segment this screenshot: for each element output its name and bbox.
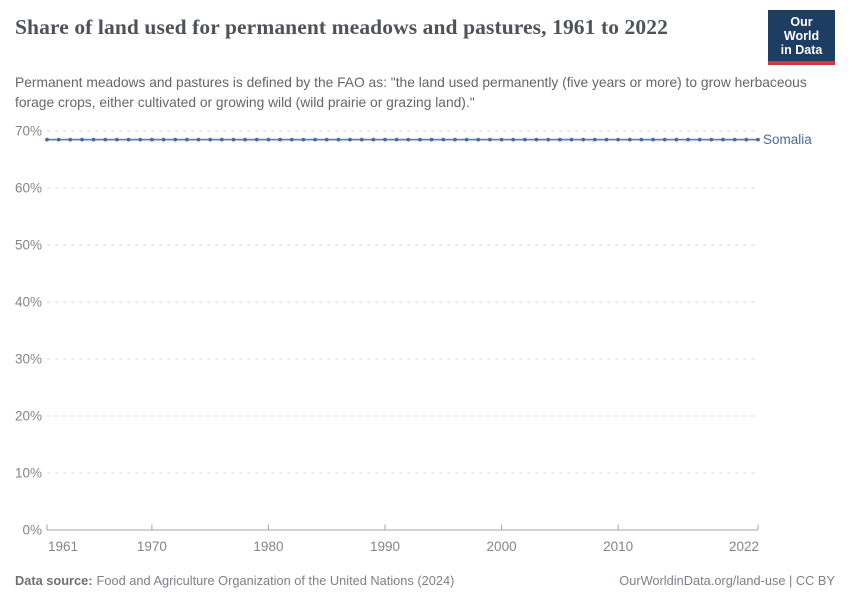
y-axis-tick-label: 20% [15,409,42,424]
data-source: Data source: Food and Agriculture Organiz… [15,573,454,588]
data-point [336,137,341,142]
footer-license-link[interactable]: OurWorldinData.org/land-use | CC BY [619,573,835,588]
x-axis-ticks [46,524,759,530]
data-point [464,137,469,142]
data-source-label: Data source: [15,573,93,588]
data-point [324,137,329,142]
data-point [185,137,189,142]
data-point [138,137,143,142]
data-point [429,137,434,142]
data-point [383,137,387,142]
data-point [592,137,597,142]
x-axis-labels: 1961 1970 1980 1990 2000 2010 2022 [48,539,759,554]
data-point [674,137,679,142]
data-point [359,137,364,142]
series-label-somalia[interactable]: Somalia [763,132,812,147]
data-point [208,137,213,142]
data-point [301,137,306,142]
data-point [266,137,271,142]
logo-text-line2: in Data [780,43,823,57]
data-point [115,137,119,142]
series-points-somalia [45,137,760,142]
data-point [173,137,178,142]
y-axis-labels: 0% 10% 20% 30% 40% 50% 60% 70% [15,124,42,538]
data-point [45,137,49,142]
x-axis-tick-label: 2010 [603,539,633,554]
data-point [348,137,352,142]
y-axis-tick-label: 30% [15,352,42,367]
data-point [756,137,760,142]
data-point [511,137,516,142]
owid-logo[interactable]: Our World in Data [768,10,835,65]
logo-text-line1: Our World [783,15,820,43]
data-point [558,137,562,142]
y-gridlines [47,130,758,531]
data-point [406,137,411,142]
data-point [56,137,61,142]
data-point [231,137,236,142]
data-point [604,137,609,142]
data-point [313,137,317,142]
data-point [523,137,527,142]
data-point [581,137,586,142]
y-axis-tick-label: 10% [15,466,42,481]
y-axis-tick-label: 0% [22,523,42,538]
data-point [243,137,248,142]
data-point [254,137,259,142]
chart-title: Share of land used for permanent meadows… [15,15,668,39]
x-axis-tick-label: 2000 [487,539,517,554]
data-point [721,137,725,142]
data-point [697,137,702,142]
data-point [732,137,737,142]
chart-footer: Data source: Food and Agriculture Organiz… [15,573,835,588]
data-point [616,137,620,142]
data-point [476,137,481,142]
data-point [418,137,422,142]
data-point [68,137,73,142]
data-point [744,137,749,142]
data-point [627,137,632,142]
data-point [103,137,108,142]
chart-subtitle: Permanent meadows and pastures is define… [15,75,807,110]
data-point [546,137,551,142]
data-point [651,137,655,142]
data-point [196,137,201,142]
x-axis-tick-label: 2022 [729,539,759,554]
x-axis-tick-label: 1990 [370,539,400,554]
y-axis-tick-label: 40% [15,295,42,310]
data-point [686,137,690,142]
data-point [278,137,282,142]
data-point [662,137,667,142]
x-axis-tick-label: 1980 [253,539,283,554]
y-axis-tick-label: 70% [15,124,42,139]
x-axis-tick-label: 1961 [48,539,78,554]
data-point [150,137,154,142]
data-point [219,137,224,142]
data-point [453,137,457,142]
data-point [709,137,714,142]
data-point [80,137,84,142]
x-axis-tick-label: 1970 [137,539,167,554]
y-axis-tick-label: 60% [15,181,42,196]
data-point [126,137,131,142]
data-point [639,137,644,142]
data-point [534,137,539,142]
data-source-text: Food and Agriculture Organization of the… [96,573,455,588]
data-point [371,137,376,142]
data-point [394,137,399,142]
data-point [441,137,446,142]
data-point [161,137,166,142]
data-point [569,137,574,142]
data-point [289,137,294,142]
data-point [91,137,96,142]
y-axis-tick-label: 50% [15,238,42,253]
data-point [499,137,504,142]
data-point [488,137,492,142]
